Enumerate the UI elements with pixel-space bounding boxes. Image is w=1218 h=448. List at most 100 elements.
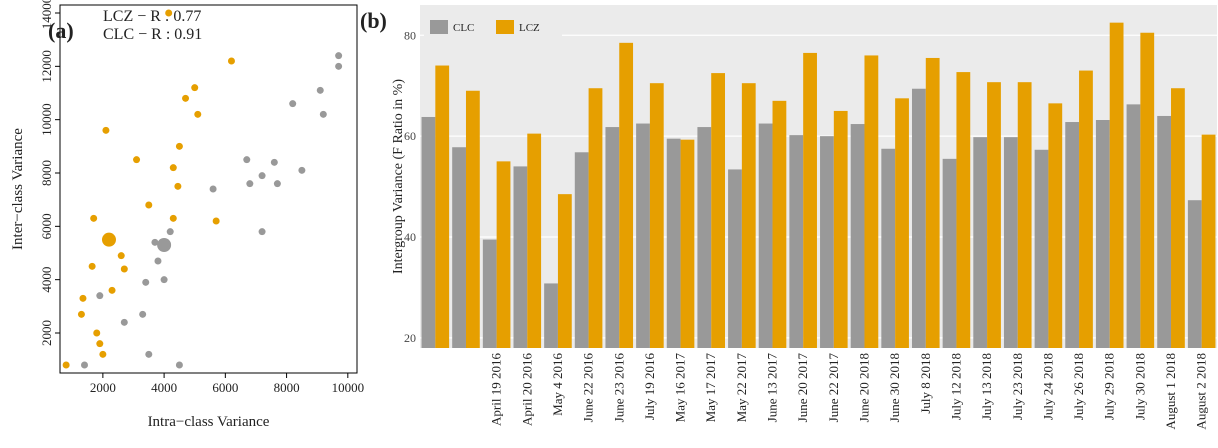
point — [243, 156, 251, 164]
y-tick-label: 4000 — [39, 267, 54, 293]
bar — [789, 135, 804, 348]
bar — [758, 123, 773, 348]
bar — [973, 137, 988, 348]
point — [319, 110, 327, 118]
y-tick-label: 20 — [404, 331, 416, 345]
bar — [833, 110, 848, 348]
x-tick-label: June 20 2017 — [795, 353, 810, 423]
bar — [1171, 88, 1185, 349]
x-tick-label: July 26 2018 — [1071, 353, 1086, 420]
point — [96, 292, 104, 300]
x-tick-label: June 23 2016 — [611, 353, 626, 423]
bar — [465, 90, 480, 348]
bar — [1126, 104, 1141, 349]
bar — [1034, 149, 1049, 348]
legend-label: CLC — [453, 22, 474, 34]
bar — [513, 166, 528, 348]
bar — [895, 98, 909, 348]
annotation: LCZ − R : 0.77 — [103, 8, 201, 25]
legend-label: LCZ — [519, 22, 540, 34]
point — [169, 214, 177, 222]
bar — [956, 72, 971, 348]
point — [120, 265, 128, 273]
x-tick-label: June 22 2016 — [581, 353, 596, 423]
bar — [1048, 103, 1063, 348]
bar — [619, 42, 634, 349]
x-axis-label: Intra−class Variance — [148, 414, 270, 430]
bar — [482, 239, 497, 348]
bar — [1017, 82, 1032, 349]
x-tick-label: July 13 2018 — [979, 353, 994, 420]
bar — [527, 133, 542, 348]
bar — [1140, 32, 1155, 348]
y-tick-label: 40 — [404, 230, 416, 244]
x-tick-label: July 23 2018 — [1010, 353, 1025, 420]
bar — [557, 194, 572, 348]
x-tick-label: May 17 2017 — [703, 353, 718, 423]
point — [289, 100, 297, 108]
y-tick-label: 6000 — [39, 213, 54, 239]
bar — [881, 148, 896, 348]
x-tick-label: August 1 2018 — [1163, 353, 1178, 430]
point — [90, 214, 98, 222]
bar — [1157, 115, 1172, 349]
point — [194, 110, 202, 118]
bar — [574, 152, 589, 348]
point — [270, 158, 278, 166]
y-tick-label: 8000 — [39, 160, 54, 186]
point — [227, 57, 235, 65]
x-tick-label: May 4 2016 — [550, 353, 565, 416]
point — [80, 361, 88, 369]
x-tick-label: June 30 2018 — [887, 353, 902, 422]
point — [246, 180, 254, 188]
x-tick-label: 4000 — [151, 380, 177, 395]
x-tick-label: August 2 2018 — [1194, 353, 1209, 430]
point — [209, 185, 217, 193]
point — [298, 166, 306, 174]
x-tick-label: July 29 2018 — [1102, 353, 1117, 420]
point — [258, 228, 266, 236]
point — [79, 294, 87, 302]
x-tick-label: July 30 2018 — [1132, 353, 1147, 420]
point — [108, 286, 116, 294]
point — [93, 329, 101, 337]
point — [120, 318, 128, 326]
point — [151, 238, 159, 246]
bar — [711, 73, 726, 349]
point — [175, 142, 183, 150]
x-tick-label: 8000 — [274, 380, 300, 395]
bar — [588, 88, 603, 349]
bar — [987, 82, 1001, 349]
x-tick-label: July 24 2018 — [1040, 353, 1055, 420]
bar — [697, 127, 712, 348]
x-tick-label: April 20 2016 — [519, 353, 534, 426]
legend-swatch — [430, 20, 448, 34]
point — [273, 180, 281, 188]
y-tick-label: 80 — [404, 28, 416, 42]
x-tick-label: July 8 2018 — [918, 353, 933, 414]
bar — [666, 138, 681, 348]
point — [160, 276, 168, 284]
bar — [925, 57, 940, 349]
y-tick-label: 2000 — [39, 320, 54, 346]
bar — [680, 139, 695, 348]
bar — [741, 83, 756, 348]
y-axis-label: Intergroup Variance (F Ratio in %) — [391, 79, 406, 274]
point — [99, 350, 107, 358]
point — [96, 340, 104, 348]
bar — [496, 161, 511, 348]
point — [62, 361, 70, 369]
bar — [1201, 134, 1216, 348]
panel-label: (b) — [360, 8, 387, 33]
bar — [649, 83, 664, 348]
bar — [1109, 22, 1124, 348]
x-tick-label: July 12 2018 — [948, 353, 963, 420]
bar — [911, 88, 926, 348]
bar — [1003, 137, 1018, 348]
x-tick-label: June 20 2018 — [856, 353, 871, 422]
bar — [421, 116, 436, 349]
bar — [1065, 122, 1080, 348]
point — [166, 228, 174, 236]
legend-swatch — [496, 20, 514, 34]
